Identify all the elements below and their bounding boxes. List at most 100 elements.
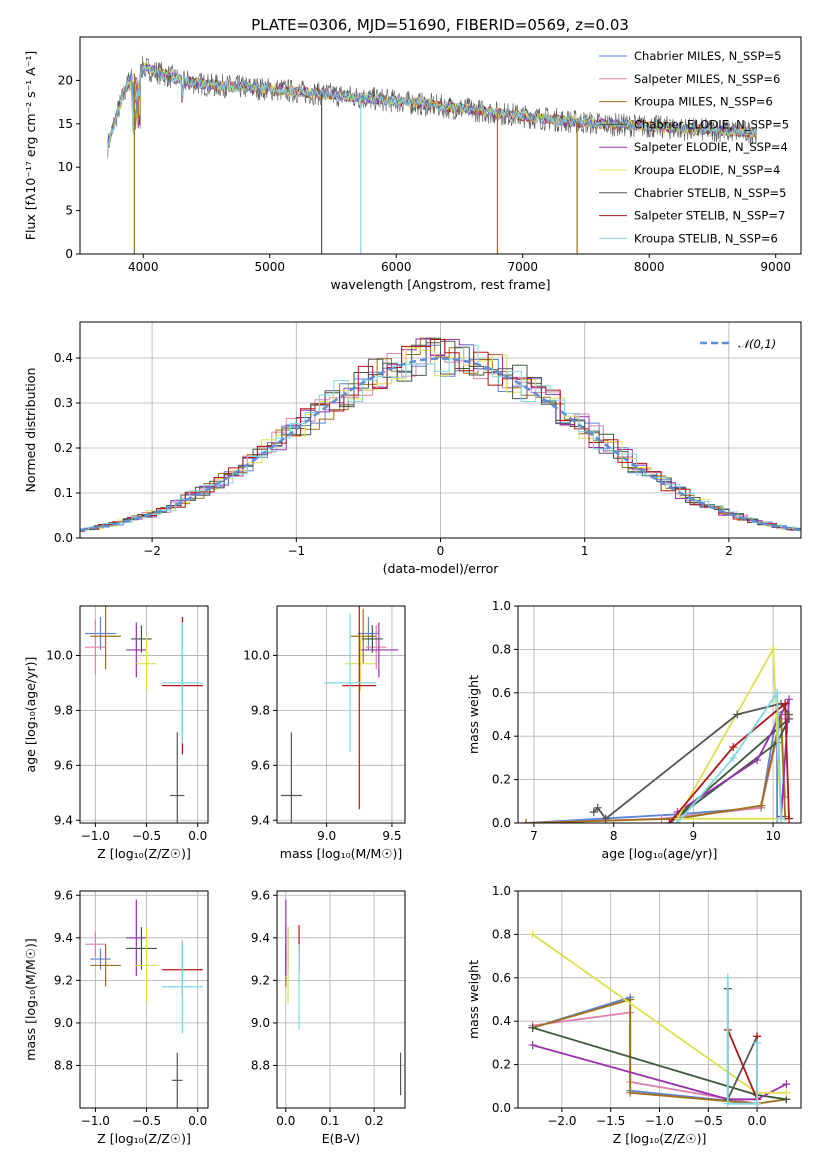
weight-marker [521, 819, 530, 823]
spectrum-line [107, 64, 758, 146]
errorbar-point [357, 616, 379, 650]
weight-line [525, 712, 778, 823]
x-tick-label: 4000 [128, 260, 159, 274]
weight-marker [528, 930, 537, 939]
y-tick-label: 0.0 [54, 531, 73, 545]
weight-line [676, 698, 790, 817]
x-axis-label: E(B-V) [322, 1131, 361, 1146]
x-tick-label: 2 [725, 544, 733, 558]
y-tick-label: 0.4 [54, 351, 73, 365]
x-axis-label: (data-model)/error [383, 561, 500, 576]
grid [80, 891, 208, 1108]
legend-label: Kroupa MILES, N_SSP=6 [634, 95, 773, 109]
weight-marker [785, 695, 794, 704]
weight-line [676, 646, 783, 820]
x-tick-label: −1.0 [81, 1114, 110, 1128]
weight-marker [601, 814, 610, 823]
errorbar-point [131, 625, 152, 653]
x-tick-label: −1.5 [596, 1114, 625, 1128]
errorbar-point [359, 622, 399, 678]
weight-marker [528, 1023, 537, 1032]
errorbar-point [90, 948, 111, 970]
y-tick-label: 0.2 [492, 1058, 511, 1072]
weight-marker [757, 801, 766, 810]
x-tick-label: 9.5 [382, 829, 401, 843]
errorbar-point [170, 732, 185, 823]
grid [518, 605, 801, 824]
legend-label: Chabrier ELODIE, N_SSP=5 [634, 117, 789, 131]
x-tick-label: −1.0 [645, 1114, 674, 1128]
plots-layer: 4000 5000 6000 7000 8000 900005101520waveleng… [23, 36, 802, 1146]
weight-line [525, 714, 786, 823]
x-axis-label: Z [log₁₀(Z/Z☉)] [97, 1131, 191, 1146]
y-tick-label: 0.4 [492, 729, 511, 743]
legend-label: Kroupa STELIB, N_SSP=6 [634, 231, 778, 245]
grid [80, 606, 208, 823]
y-tick-label: 9.8 [54, 703, 73, 717]
grid [277, 891, 405, 1108]
weight-marker [785, 814, 794, 823]
grid [518, 890, 801, 1109]
weight-line [668, 701, 790, 823]
weight-marker [781, 699, 790, 708]
y-tick-label: 0.0 [492, 816, 511, 830]
y-axis-label: age [log₁₀(age/yr)] [23, 657, 38, 773]
y-axis-label: Flux [fλ10⁻¹⁷ erg cm⁻² s⁻¹ A⁻¹] [23, 51, 38, 240]
y-tick-label: 9.6 [251, 888, 270, 902]
x-tick-label: 0.0 [748, 1114, 767, 1128]
y-axis-label: mass weight [466, 960, 481, 1039]
x-tick-label: −0.5 [132, 1114, 161, 1128]
weight-marker [753, 756, 762, 765]
y-axis-label: mass [log₁₀(M/M☉)] [23, 938, 38, 1060]
y-tick-label: 0.3 [54, 396, 73, 410]
y-tick-label: 5 [65, 204, 73, 218]
legend-label: Kroupa ELODIE, N_SSP=4 [634, 163, 780, 177]
y-tick-label: 9.6 [54, 758, 73, 772]
y-tick-label: 9.2 [251, 973, 270, 987]
weight-marker [528, 1041, 537, 1050]
x-tick-label: 10 [765, 829, 780, 843]
weight-marker [723, 973, 732, 982]
x-tick-label: 0.0 [188, 1114, 207, 1128]
panel-residuals: −2 −1 0 1 2 0.0 0.1 0.2 0.3 0.4 (data-model)/error… [23, 321, 802, 576]
errorbar-point [90, 606, 121, 670]
y-tick-label: 0.2 [492, 773, 511, 787]
x-tick-label: −0.5 [132, 829, 161, 843]
panel-weight_vs_Z: −2.0 −1.5 −1.0 −0.5 0.0 0.0 0.2 0.4 0.6 0.8 1.0 Z [… [466, 884, 802, 1146]
x-tick-label: 7 [530, 829, 538, 843]
errorbar-point [324, 614, 377, 752]
y-tick-label: 8.8 [251, 1058, 270, 1072]
x-tick-label: −2 [143, 544, 161, 558]
legend-label: Chabrier MILES, N_SSP=5 [634, 49, 781, 63]
plot-area [521, 645, 794, 823]
legend-label: 𝒩(0,1) [738, 337, 776, 351]
y-tick-label: 9.8 [251, 703, 270, 717]
y-tick-label: 0.6 [492, 686, 511, 700]
weight-marker [785, 710, 794, 719]
errorbar-point [161, 622, 203, 744]
y-tick-label: 9.6 [54, 888, 73, 902]
errorbar-point [85, 931, 106, 957]
weight-marker [753, 1099, 762, 1108]
y-tick-label: 1.0 [492, 599, 511, 613]
panel-mass_vs_Z: −1.0 −0.5 0.0 8.8 9.0 9.2 9.4 9.6 Z [log₁₀(Z/Z☉)… [23, 888, 209, 1146]
y-tick-label: 20 [58, 73, 73, 87]
x-tick-label: 1 [581, 544, 589, 558]
y-tick-label: 0.8 [492, 927, 511, 941]
y-tick-label: 0.0 [492, 1101, 511, 1115]
legend-label: Salpeter ELODIE, N_SSP=4 [634, 140, 788, 154]
weight-marker [589, 808, 598, 817]
weight-marker [733, 710, 742, 719]
plot-area [528, 930, 791, 1108]
plot-area [85, 606, 203, 823]
y-tick-label: 9.0 [54, 1016, 73, 1030]
weight-line [532, 1044, 787, 1101]
histogram-step [80, 344, 801, 531]
errorbar-point [161, 939, 203, 1034]
x-axis-label: Z [log₁₀(Z/Z☉)] [97, 846, 191, 861]
panel-spectrum: 4000 5000 6000 7000 8000 9000 0 5 10 15 20 waveleng… [23, 36, 802, 292]
errorbar-point [361, 625, 383, 653]
y-tick-label: 10.0 [243, 648, 270, 662]
x-tick-label: 0.0 [188, 829, 207, 843]
